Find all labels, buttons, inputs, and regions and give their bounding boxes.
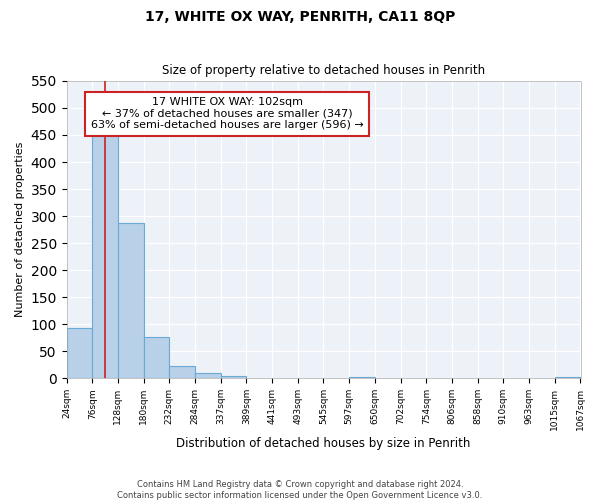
Bar xyxy=(195,373,221,378)
Text: 17, WHITE OX WAY, PENRITH, CA11 8QP: 17, WHITE OX WAY, PENRITH, CA11 8QP xyxy=(145,10,455,24)
Y-axis label: Number of detached properties: Number of detached properties xyxy=(15,142,25,318)
Bar xyxy=(143,336,169,378)
Bar xyxy=(555,377,581,378)
Bar xyxy=(169,366,195,378)
Bar xyxy=(118,223,143,378)
Text: Contains HM Land Registry data © Crown copyright and database right 2024.
Contai: Contains HM Land Registry data © Crown c… xyxy=(118,480,482,500)
Title: Size of property relative to detached houses in Penrith: Size of property relative to detached ho… xyxy=(162,64,485,77)
Bar xyxy=(67,328,92,378)
Text: 17 WHITE OX WAY: 102sqm
← 37% of detached houses are smaller (347)
63% of semi-d: 17 WHITE OX WAY: 102sqm ← 37% of detache… xyxy=(91,97,364,130)
Bar xyxy=(92,130,118,378)
Bar xyxy=(349,376,375,378)
Bar xyxy=(221,376,247,378)
X-axis label: Distribution of detached houses by size in Penrith: Distribution of detached houses by size … xyxy=(176,437,471,450)
